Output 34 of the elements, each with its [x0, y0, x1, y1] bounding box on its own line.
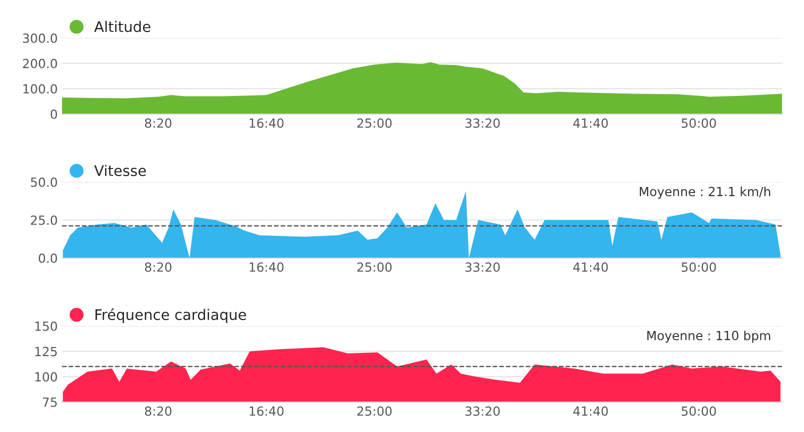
x-tick-label: 33:20 [465, 118, 500, 128]
y-tick-label: 25.0 [30, 215, 58, 225]
x-tick-label: 25:00 [357, 118, 392, 128]
y-tick-label: 50.0 [30, 177, 58, 187]
x-tick-label: 8:20 [145, 262, 172, 272]
y-tick-label: 0 [50, 109, 58, 119]
ref-line-label: Moyenne : 21.1 km/h [640, 186, 770, 199]
x-tick-label: 33:20 [465, 262, 500, 272]
x-tick-label: 8:20 [145, 406, 172, 416]
x-tick-label: 16:40 [250, 262, 284, 272]
y-tick-label: 0.0 [38, 253, 58, 263]
x-tick-label: 41:40 [573, 118, 608, 128]
x-tick-label: 50:00 [682, 118, 716, 128]
legend-label: Altitude [94, 20, 150, 32]
x-tick-label: 41:40 [573, 406, 608, 416]
x-tick-label: 16:40 [250, 118, 284, 128]
x-tick-label: 41:40 [573, 262, 608, 272]
y-tick-label: 150 [35, 321, 58, 331]
y-tick-label: 200.0 [22, 58, 58, 68]
x-tick-label: 50:00 [682, 406, 716, 416]
y-tick-label: 125 [35, 346, 57, 356]
legend-label: Fréquence cardiaque [96, 308, 246, 323]
x-tick-label: 50:00 [682, 262, 716, 272]
x-tick-label: 8:20 [145, 118, 172, 128]
ref-line-label: Moyenne : 110 bpm [647, 330, 770, 343]
x-tick-label: 25:00 [357, 406, 392, 416]
x-tick-label: 25:00 [357, 262, 392, 272]
x-tick-label: 16:40 [250, 406, 284, 416]
legend-label: Vitesse [94, 164, 146, 176]
y-tick-label: 100.0 [23, 84, 58, 94]
y-tick-label: 300.0 [23, 33, 58, 43]
x-tick-label: 33:20 [465, 406, 500, 416]
y-tick-label: 75 [42, 398, 57, 407]
y-tick-label: 100 [35, 372, 58, 382]
